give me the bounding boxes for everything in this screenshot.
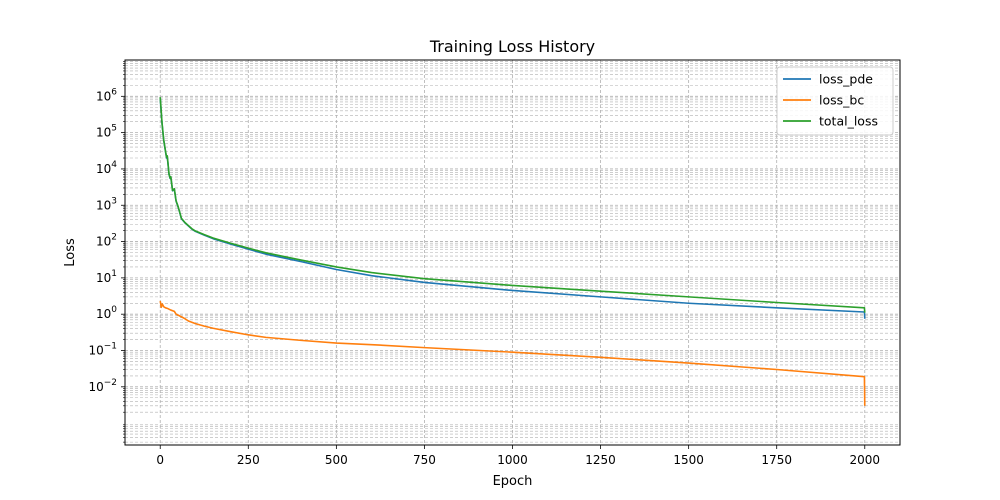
grid-lines: [125, 60, 900, 445]
y-tick-exponent: 1: [111, 269, 117, 279]
x-axis-ticks: 0 250 500 750 1000 1250 1500 1750 2000: [156, 445, 880, 467]
series-line-loss-bc: [159, 300, 866, 406]
x-tick-label: 750: [413, 453, 436, 467]
y-tick-exponent: 5: [111, 124, 117, 134]
legend: loss_pde loss_bc total_loss: [776, 66, 894, 136]
y-tick-exponent: −1: [104, 342, 117, 352]
x-tick-label: 250: [237, 453, 260, 467]
legend-label: total_loss: [819, 114, 878, 129]
y-axis-label: Loss: [63, 238, 78, 267]
y-tick-exponent: 2: [111, 233, 117, 243]
x-tick-label: 1750: [761, 453, 792, 467]
x-tick-label: 500: [325, 453, 348, 467]
y-tick-exponent: 4: [111, 160, 117, 170]
y-tick-exponent: 3: [111, 196, 117, 206]
legend-label: loss_bc: [819, 93, 864, 108]
series-lines: [159, 97, 866, 406]
legend-label: loss_pde: [819, 72, 873, 87]
x-tick-label: 1250: [585, 453, 616, 467]
chart-title: Training Loss History: [429, 37, 595, 56]
y-tick-exponent: 6: [111, 87, 117, 97]
x-tick-label: 2000: [849, 453, 880, 467]
x-axis-label: Epoch: [493, 474, 533, 489]
series-line-total-loss: [159, 97, 866, 313]
x-tick-label: 1000: [497, 453, 528, 467]
y-tick-exponent: 0: [111, 305, 117, 315]
y-tick-exponent: −2: [104, 378, 117, 388]
legend-box: [776, 66, 894, 136]
x-tick-label: 0: [156, 453, 164, 467]
x-tick-label: 1500: [673, 453, 704, 467]
